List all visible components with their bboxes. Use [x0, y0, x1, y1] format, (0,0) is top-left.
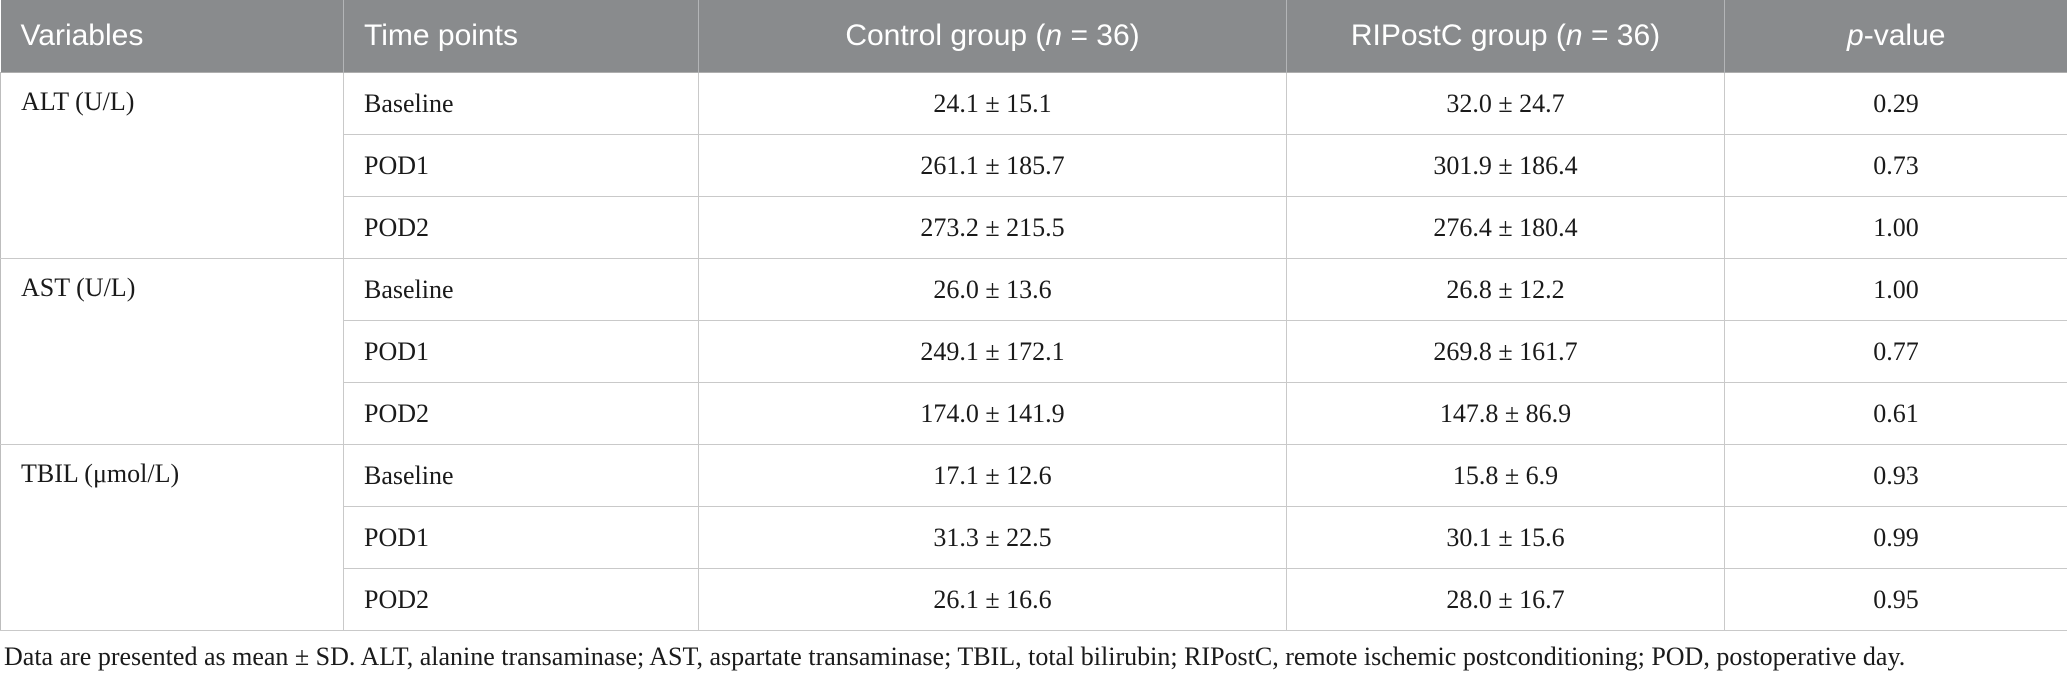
- pvalue-cell: 0.77: [1724, 320, 2067, 383]
- ripostc-value-cell: 28.0 ± 16.7: [1286, 568, 1725, 631]
- pvalue-cell: 0.95: [1724, 568, 2067, 631]
- control-value-cell: 26.0 ± 13.6: [698, 258, 1287, 321]
- timepoint-cell: Baseline: [343, 258, 699, 321]
- timepoint-cell: POD2: [343, 382, 699, 445]
- table-row: AST (U/L) Baseline 26.0 ± 13.6 26.8 ± 12…: [0, 258, 2067, 445]
- pvalue-cell: 0.99: [1724, 506, 2067, 569]
- pvalue-cell: 0.61: [1724, 382, 2067, 445]
- control-value-cell: 174.0 ± 141.9: [698, 382, 1287, 445]
- timepoint-cell: Baseline: [343, 72, 699, 135]
- timepoint-cell: Baseline: [343, 444, 699, 507]
- pvalue-cell: 0.73: [1724, 134, 2067, 197]
- table-row: POD2 273.2 ± 215.5 276.4 ± 180.4 1.00: [1, 196, 2067, 259]
- pvalue-cell: 1.00: [1724, 258, 2067, 321]
- control-value-cell: 17.1 ± 12.6: [698, 444, 1287, 507]
- control-value-cell: 26.1 ± 16.6: [698, 568, 1287, 631]
- header-control-group: Control group (n = 36): [698, 0, 1287, 73]
- variable-cell: ALT (U/L): [0, 72, 344, 259]
- timepoint-cell: POD2: [343, 196, 699, 259]
- timepoint-cell: POD2: [343, 568, 699, 631]
- table-row: TBIL (μmol/L) Baseline 17.1 ± 12.6 15.8 …: [0, 444, 2067, 631]
- timepoint-cell: POD1: [343, 506, 699, 569]
- ripostc-value-cell: 301.9 ± 186.4: [1286, 134, 1725, 197]
- table-row: ALT (U/L) Baseline 24.1 ± 15.1 32.0 ± 24…: [0, 72, 2067, 259]
- header-p-value: p-value: [1724, 0, 2067, 73]
- ripostc-value-cell: 30.1 ± 15.6: [1286, 506, 1725, 569]
- table-row: POD2 26.1 ± 16.6 28.0 ± 16.7 0.95: [1, 568, 2067, 631]
- ripostc-value-cell: 269.8 ± 161.7: [1286, 320, 1725, 383]
- control-value-cell: 31.3 ± 22.5: [698, 506, 1287, 569]
- header-variables-label: Variables: [20, 19, 144, 52]
- timepoint-cell: POD1: [343, 134, 699, 197]
- control-value-cell: 261.1 ± 185.7: [698, 134, 1287, 197]
- timepoint-cell: POD1: [343, 320, 699, 383]
- ripostc-value-cell: 15.8 ± 6.9: [1286, 444, 1725, 507]
- control-value-cell: 273.2 ± 215.5: [698, 196, 1287, 259]
- pvalue-cell: 1.00: [1724, 196, 2067, 259]
- ripostc-value-cell: 26.8 ± 12.2: [1286, 258, 1725, 321]
- pvalue-cell: 0.29: [1724, 72, 2067, 135]
- ripostc-value-cell: 147.8 ± 86.9: [1286, 382, 1725, 445]
- results-table: Variables Time points Control group (n =…: [0, 0, 2067, 631]
- header-time-points-label: Time points: [364, 19, 518, 52]
- control-value-cell: 24.1 ± 15.1: [698, 72, 1287, 135]
- footnote: Data are presented as mean ± SD. ALT, al…: [4, 642, 1906, 671]
- ripostc-value-cell: 32.0 ± 24.7: [1286, 72, 1725, 135]
- variable-cell: TBIL (μmol/L): [0, 444, 344, 631]
- table-row: POD1 261.1 ± 185.7 301.9 ± 186.4 0.73: [1, 134, 2067, 197]
- control-value-cell: 249.1 ± 172.1: [698, 320, 1287, 383]
- pvalue-cell: 0.93: [1724, 444, 2067, 507]
- table-row: POD1 31.3 ± 22.5 30.1 ± 15.6 0.99: [1, 506, 2067, 569]
- table-row: POD1 249.1 ± 172.1 269.8 ± 161.7 0.77: [1, 320, 2067, 383]
- variable-cell: AST (U/L): [0, 258, 344, 445]
- header-ripostc-group: RIPostC group (n = 36): [1286, 0, 1725, 73]
- header-time-points: Time points: [343, 0, 699, 73]
- header-variables: Variables: [0, 0, 344, 73]
- table-header-row: Variables Time points Control group (n =…: [0, 0, 2067, 73]
- ripostc-value-cell: 276.4 ± 180.4: [1286, 196, 1725, 259]
